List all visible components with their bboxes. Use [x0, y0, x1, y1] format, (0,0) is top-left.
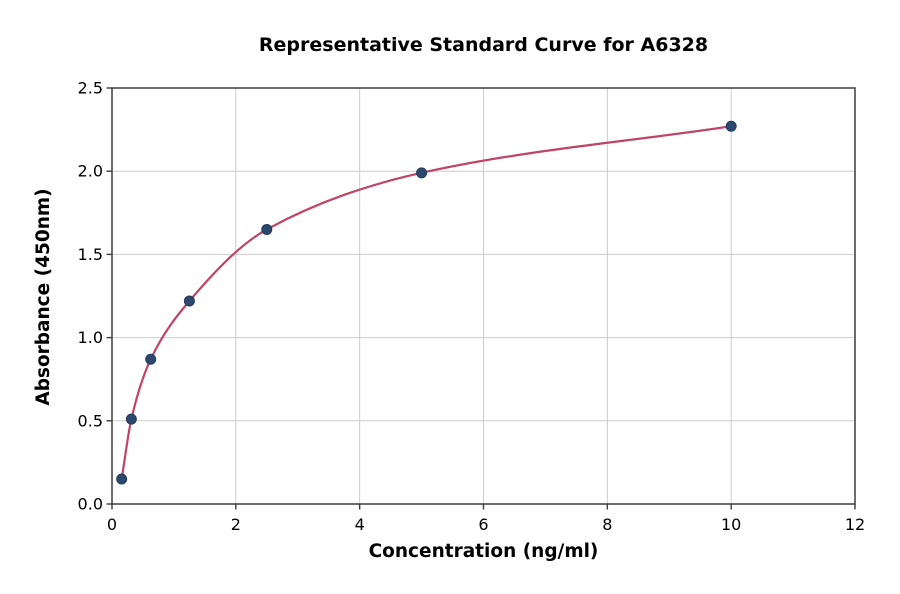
x-tick-label: 0 [107, 515, 117, 534]
x-tick-label: 10 [721, 515, 741, 534]
data-point [145, 353, 157, 365]
data-point [125, 413, 137, 425]
data-point [183, 295, 195, 307]
y-axis-label: Absorbance (450nm) [33, 188, 54, 406]
x-tick-label: 2 [231, 515, 241, 534]
data-point [725, 120, 737, 132]
data-point [416, 167, 428, 179]
x-tick-label: 6 [478, 515, 488, 534]
data-point [116, 473, 128, 485]
y-tick-label: 0.0 [78, 495, 103, 514]
y-tick-label: 1.5 [78, 245, 103, 264]
y-tick-label: 2.0 [78, 162, 103, 181]
y-tick-label: 0.5 [78, 411, 103, 430]
fitted-curve [120, 125, 733, 481]
x-tick-label: 4 [355, 515, 365, 534]
x-axis-label: Concentration (ng/ml) [368, 541, 599, 562]
y-tick-label: 2.5 [78, 79, 103, 98]
data-point [261, 223, 273, 235]
x-tick-label: 8 [602, 515, 612, 534]
chart-title: Representative Standard Curve for A6328 [258, 34, 709, 56]
x-tick-label: 12 [845, 515, 865, 534]
y-tick-label: 1.0 [78, 328, 103, 347]
